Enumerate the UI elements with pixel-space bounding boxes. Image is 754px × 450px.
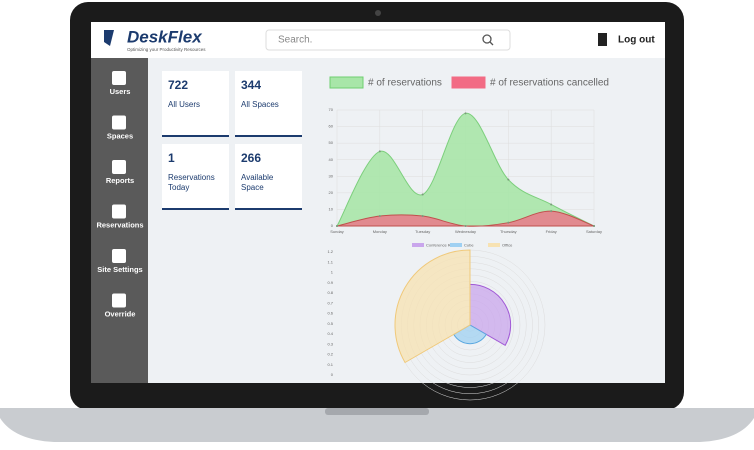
stat-label: All Spaces xyxy=(241,100,279,109)
point xyxy=(378,215,381,218)
r-tick-label: 1 xyxy=(331,270,334,275)
point xyxy=(464,112,467,115)
legend-label: Cube xyxy=(464,243,474,248)
stat-card xyxy=(235,71,302,137)
sidebar-item[interactable]: Override xyxy=(105,309,136,318)
legend-label: # of reservations xyxy=(368,78,442,89)
r-tick-label: 1.2 xyxy=(327,249,333,254)
legend-label: Conference Room xyxy=(426,243,459,248)
r-tick-label: 0.5 xyxy=(327,321,333,326)
y-tick-label: 50 xyxy=(329,140,334,145)
point xyxy=(421,215,424,218)
r-tick-label: 0.4 xyxy=(327,331,333,336)
sidebar-item[interactable]: Site Settings xyxy=(97,265,142,274)
x-tick-label: Thursday xyxy=(500,229,517,234)
sidebar-icon xyxy=(112,293,126,308)
r-tick-label: 0.1 xyxy=(327,362,333,367)
stat-value: 1 xyxy=(168,151,175,165)
search-box[interactable] xyxy=(265,29,511,51)
stat-value: 722 xyxy=(168,78,188,92)
stat-card-border xyxy=(235,208,302,210)
laptop-notch xyxy=(325,408,429,415)
logout-icon xyxy=(598,33,607,46)
sidebar-icon xyxy=(112,115,126,130)
search-icon xyxy=(482,34,492,44)
tagline: Optimizing your Productivity Resources xyxy=(127,47,206,52)
r-tick-label: 1.1 xyxy=(327,259,333,264)
search-icon xyxy=(489,41,494,46)
stat-value: 266 xyxy=(241,151,261,165)
x-tick-label: Wednesday xyxy=(455,229,476,234)
sidebar-item[interactable]: Users xyxy=(110,87,131,96)
stat-card xyxy=(162,144,229,210)
legend-label: Office xyxy=(502,243,513,248)
polar-segment xyxy=(469,283,512,346)
logout-button[interactable]: Log out xyxy=(618,35,655,46)
stat-label: Available Space xyxy=(241,173,274,192)
sidebar-item[interactable]: Reservations xyxy=(96,220,143,229)
point xyxy=(464,225,467,227)
point xyxy=(336,225,338,227)
sidebar-icon xyxy=(112,160,126,174)
search-placeholder: Search. xyxy=(278,35,312,46)
point xyxy=(593,225,595,227)
stat-card xyxy=(235,144,302,210)
point xyxy=(378,150,381,153)
r-tick-label: 0.9 xyxy=(327,280,333,285)
polar-segment xyxy=(453,324,487,345)
stat-label: All Users xyxy=(168,100,200,109)
x-tick-label: Tuesday xyxy=(415,229,430,234)
stat-card xyxy=(162,71,229,137)
camera xyxy=(375,10,381,16)
legend-swatch xyxy=(488,243,500,247)
logo: DeskFlex xyxy=(127,27,203,46)
sidebar xyxy=(91,58,148,383)
y-tick-label: 60 xyxy=(329,124,334,129)
sidebar-icon xyxy=(112,249,126,263)
point xyxy=(421,193,424,196)
sidebar-icon xyxy=(112,204,126,219)
r-tick-label: 0.7 xyxy=(327,300,333,305)
r-tick-label: 0.8 xyxy=(327,290,333,295)
stat-card-border xyxy=(235,135,302,137)
x-tick-label: Sunday xyxy=(330,229,344,234)
sidebar-item[interactable]: Reports xyxy=(106,176,134,185)
laptop-base xyxy=(0,408,754,442)
sidebar-item[interactable]: Spaces xyxy=(107,131,133,140)
legend-label: # of reservations cancelled xyxy=(490,78,609,89)
y-tick-label: 10 xyxy=(329,206,334,211)
point xyxy=(550,203,553,206)
x-tick-label: Friday xyxy=(546,229,557,234)
r-tick-label: 0.3 xyxy=(327,341,333,346)
point xyxy=(507,221,510,224)
y-tick-label: 20 xyxy=(329,190,334,195)
stat-card-border xyxy=(162,208,229,210)
sidebar-icon xyxy=(112,71,126,85)
y-tick-label: 0 xyxy=(331,223,334,228)
point xyxy=(507,178,510,181)
legend-swatch xyxy=(412,243,424,247)
logo-icon xyxy=(104,30,114,46)
stat-value: 344 xyxy=(241,78,261,92)
legend-swatch xyxy=(329,76,364,89)
x-tick-label: Monday xyxy=(373,229,387,234)
y-tick-label: 70 xyxy=(329,107,334,112)
legend-swatch xyxy=(451,76,486,89)
r-tick-label: 0 xyxy=(331,372,334,377)
legend-swatch xyxy=(450,243,462,247)
y-tick-label: 40 xyxy=(329,157,334,162)
stat-label: Reservations Today xyxy=(168,173,215,192)
r-tick-label: 0.6 xyxy=(327,311,333,316)
stat-card-border xyxy=(162,135,229,137)
x-tick-label: Saturday xyxy=(586,229,602,234)
y-tick-label: 30 xyxy=(329,173,334,178)
polar-segment xyxy=(394,249,471,364)
point xyxy=(550,210,553,213)
r-tick-label: 0.2 xyxy=(327,352,333,357)
